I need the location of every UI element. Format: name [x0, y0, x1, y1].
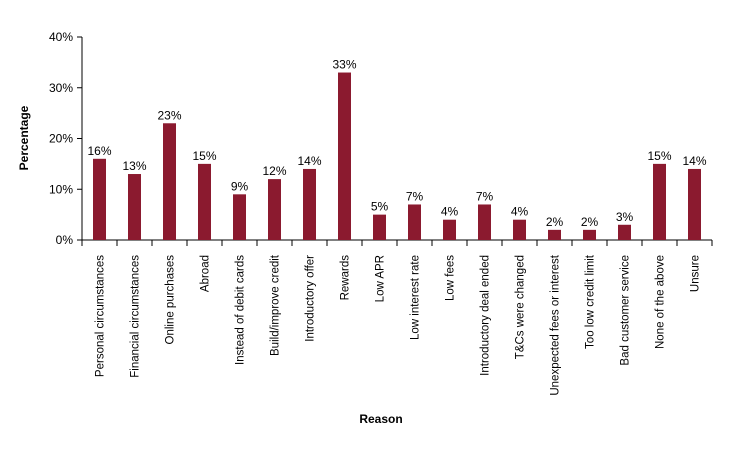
bar-value-label: 13%: [122, 159, 146, 173]
y-tick-label: 10%: [49, 182, 73, 196]
x-tick-label: Build/improve credit: [270, 254, 282, 356]
bar: [478, 204, 491, 240]
x-tick-label: Unexpected fees or interest: [550, 254, 562, 395]
bar: [653, 163, 666, 240]
x-tick-label: Financial circumstances: [130, 255, 142, 378]
x-tick-label: Instead of debit cards: [235, 255, 247, 365]
x-tick-label: Rewards: [340, 255, 352, 301]
y-tick-label: 20%: [49, 132, 73, 146]
bar-value-label: 16%: [87, 144, 111, 158]
x-tick-label: Low interest rate: [410, 255, 422, 340]
bar-value-label: 14%: [297, 154, 321, 168]
bar: [93, 158, 106, 240]
bar-value-label: 15%: [647, 149, 671, 163]
y-axis-title: Percentage: [17, 105, 31, 170]
bar: [583, 229, 596, 240]
bar-value-label: 2%: [581, 215, 599, 229]
bar: [513, 219, 526, 240]
bar-value-label: 12%: [262, 164, 286, 178]
bar: [688, 168, 701, 240]
bar-value-label: 15%: [192, 149, 216, 163]
bar: [233, 194, 246, 240]
bar-value-label: 9%: [231, 179, 249, 193]
x-tick-label: Low fees: [445, 255, 457, 301]
bar-value-label: 4%: [441, 205, 459, 219]
bar: [268, 179, 281, 240]
x-tick-label: Introductory offer: [305, 255, 317, 342]
x-tick-label: Online purchases: [165, 255, 177, 345]
bar-value-label: 4%: [511, 205, 529, 219]
bar: [303, 168, 316, 240]
bar-value-label: 3%: [616, 210, 634, 224]
x-tick-label: None of the above: [655, 255, 667, 349]
x-tick-label: T&Cs were changed: [515, 255, 527, 359]
bar: [338, 72, 351, 241]
bar-value-label: 2%: [546, 215, 564, 229]
x-tick-label: Unsure: [690, 255, 702, 292]
bar-value-label: 7%: [406, 189, 424, 203]
bar: [618, 224, 631, 240]
bar-value-label: 23%: [157, 108, 181, 122]
x-tick-label: Introductory deal ended: [480, 255, 492, 376]
y-tick-label: 30%: [49, 81, 73, 95]
bar-value-label: 33%: [332, 58, 356, 72]
bar: [443, 219, 456, 240]
bar-value-label: 7%: [476, 189, 494, 203]
x-tick-label: Abroad: [200, 255, 212, 292]
y-tick-label: 0%: [56, 233, 74, 247]
plot-area: 0% 10% 20% 30% 40% 16% Personal circumstances 1…: [49, 30, 713, 396]
bar: [548, 229, 561, 240]
bar: [408, 204, 421, 240]
x-tick-label: Too low credit limit: [585, 254, 597, 349]
bar-value-label: 14%: [682, 154, 706, 168]
y-tick-label: 40%: [49, 30, 73, 44]
x-tick-label: Bad customer service: [620, 255, 632, 366]
bar: [128, 174, 141, 240]
bar: [373, 214, 386, 240]
bar: [163, 123, 176, 240]
x-tick-label: Personal circumstances: [95, 255, 107, 377]
x-tick-label: Low APR: [375, 255, 387, 302]
bar-value-label: 5%: [371, 200, 389, 214]
x-axis-title: Reason: [359, 412, 402, 426]
bar: [198, 163, 211, 240]
